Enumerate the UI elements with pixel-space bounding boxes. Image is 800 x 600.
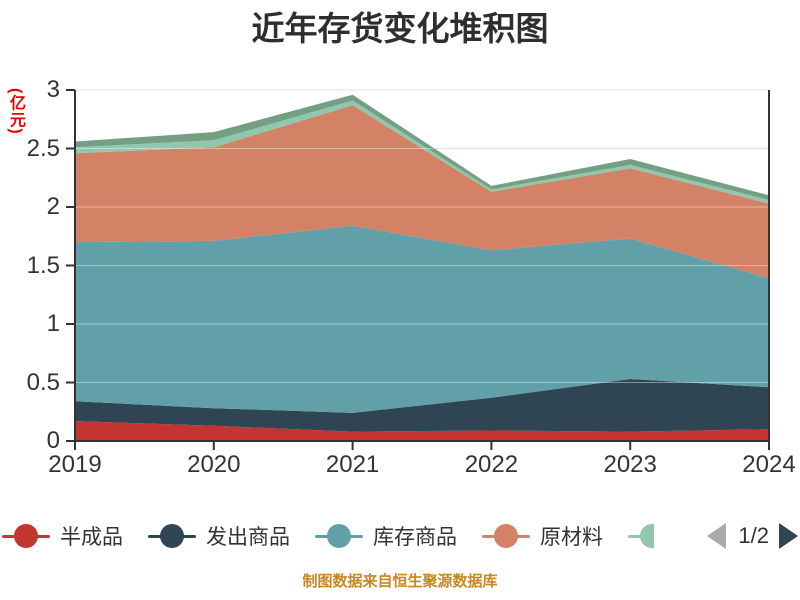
legend-dot-icon [327, 524, 351, 548]
y-tick-label: 0 [46, 427, 60, 454]
legend-line-dot-icon [482, 523, 530, 549]
legend-item-1[interactable]: 发出商品 [148, 521, 290, 551]
area-series-1 [75, 379, 769, 432]
legend-item-overflow-clipped[interactable] [628, 523, 654, 549]
legend-dot-icon [640, 524, 654, 548]
x-tick-label: 2021 [325, 451, 380, 478]
legend-dot-icon [494, 524, 518, 548]
legend-item-3[interactable]: 原材料 [482, 521, 603, 551]
legend-line-dot-icon [2, 523, 50, 549]
y-tick-label: 1 [46, 310, 60, 337]
x-tick-label: 2023 [603, 451, 657, 478]
legend-line-dot-icon [148, 523, 196, 549]
area-series-2 [75, 225, 769, 413]
legend-dot-icon [14, 524, 38, 548]
legend-item-label: 库存商品 [373, 526, 457, 549]
y-tick-label: 0.5 [26, 368, 60, 396]
y-tick-label: 2.5 [26, 134, 60, 162]
legend-page-indicator: 1/2 [738, 523, 769, 548]
area-series-3 [75, 105, 769, 279]
y-tick-label: 2 [46, 193, 60, 220]
legend-next-page-arrow-icon[interactable] [779, 523, 798, 549]
legend-item-label: 原材料 [540, 526, 603, 549]
x-tick-label: 2024 [742, 451, 796, 478]
legend-line-dot-icon [315, 523, 363, 549]
legend-dot-icon [160, 524, 184, 548]
y-tick-label: 3 [46, 76, 60, 103]
x-tick-label: 2019 [48, 451, 102, 478]
data-source-credit: 制图数据来自恒生聚源数据库 [302, 573, 498, 590]
area-series-0 [75, 421, 769, 441]
legend-pager: 1/2 [707, 523, 800, 549]
legend-bar: 半成品 发出商品 库存商品 原材料 1/2 [0, 518, 800, 554]
legend-item-0[interactable]: 半成品 [2, 521, 123, 551]
y-axis-unit-label: (亿元) [7, 88, 24, 135]
legend-prev-page-arrow-icon[interactable] [707, 523, 727, 549]
chart-title: 近年存货变化堆积图 [251, 10, 549, 47]
x-tick-label: 2022 [464, 451, 519, 478]
legend-item-label: 发出商品 [206, 526, 290, 549]
stacked-area-plot[interactable] [0, 0, 800, 505]
legend-item-2[interactable]: 库存商品 [315, 521, 457, 551]
legend-item-label: 半成品 [60, 526, 123, 549]
legend-line-icon [628, 535, 648, 538]
y-tick-label: 1.5 [26, 251, 60, 279]
x-tick-label: 2020 [187, 451, 241, 478]
